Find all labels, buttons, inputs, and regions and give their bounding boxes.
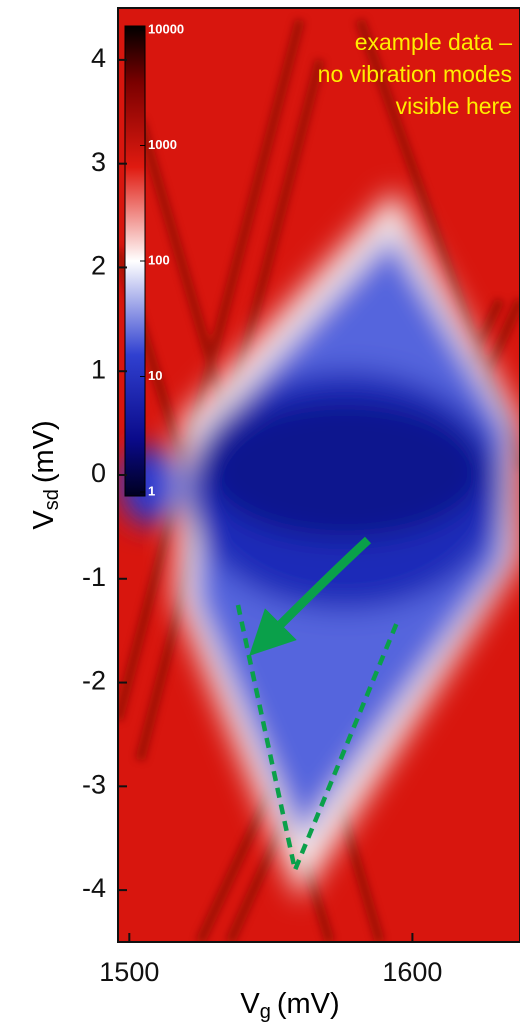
y-label-sub: sd xyxy=(41,489,63,510)
x-label-unit: (mV) xyxy=(277,988,340,1020)
colorbar-tick-label: 10 xyxy=(148,368,162,383)
y-label-main: V xyxy=(28,510,60,530)
heatmap-image xyxy=(118,8,520,942)
y-tick-label: 4 xyxy=(91,43,106,73)
y-tick-label: -3 xyxy=(82,769,106,799)
annotation: example data – xyxy=(355,29,512,55)
y-tick-label: 0 xyxy=(91,458,106,488)
y-tick-label: -2 xyxy=(82,666,106,696)
y-axis-label: Vsd (mV) xyxy=(28,420,64,529)
dotted-guide xyxy=(235,604,401,878)
y-label-unit: (mV) xyxy=(28,420,60,483)
x-axis-label: Vg (mV) xyxy=(240,988,339,1024)
annotation: no vibration modes xyxy=(318,61,512,87)
colorbar-tick-label: 1 xyxy=(148,483,155,498)
y-tick-label: 2 xyxy=(91,251,106,281)
arrow xyxy=(249,536,372,656)
annotation: visible here xyxy=(396,93,512,119)
y-tick-label: 3 xyxy=(91,147,106,177)
y-tick-label: -4 xyxy=(82,873,106,903)
x-tick-label: 1600 xyxy=(382,957,442,987)
x-label-main: V xyxy=(240,988,260,1020)
x-label-sub: g xyxy=(260,1001,271,1023)
y-tick-label: -1 xyxy=(82,562,106,592)
colorbar-tick-label: 1000 xyxy=(148,137,177,152)
y-tick-label: 1 xyxy=(91,354,106,384)
colorbar-tick-label: 100 xyxy=(148,252,170,267)
x-tick-label: 1500 xyxy=(99,957,159,987)
colorbar-tick-label: 10000 xyxy=(148,21,184,36)
